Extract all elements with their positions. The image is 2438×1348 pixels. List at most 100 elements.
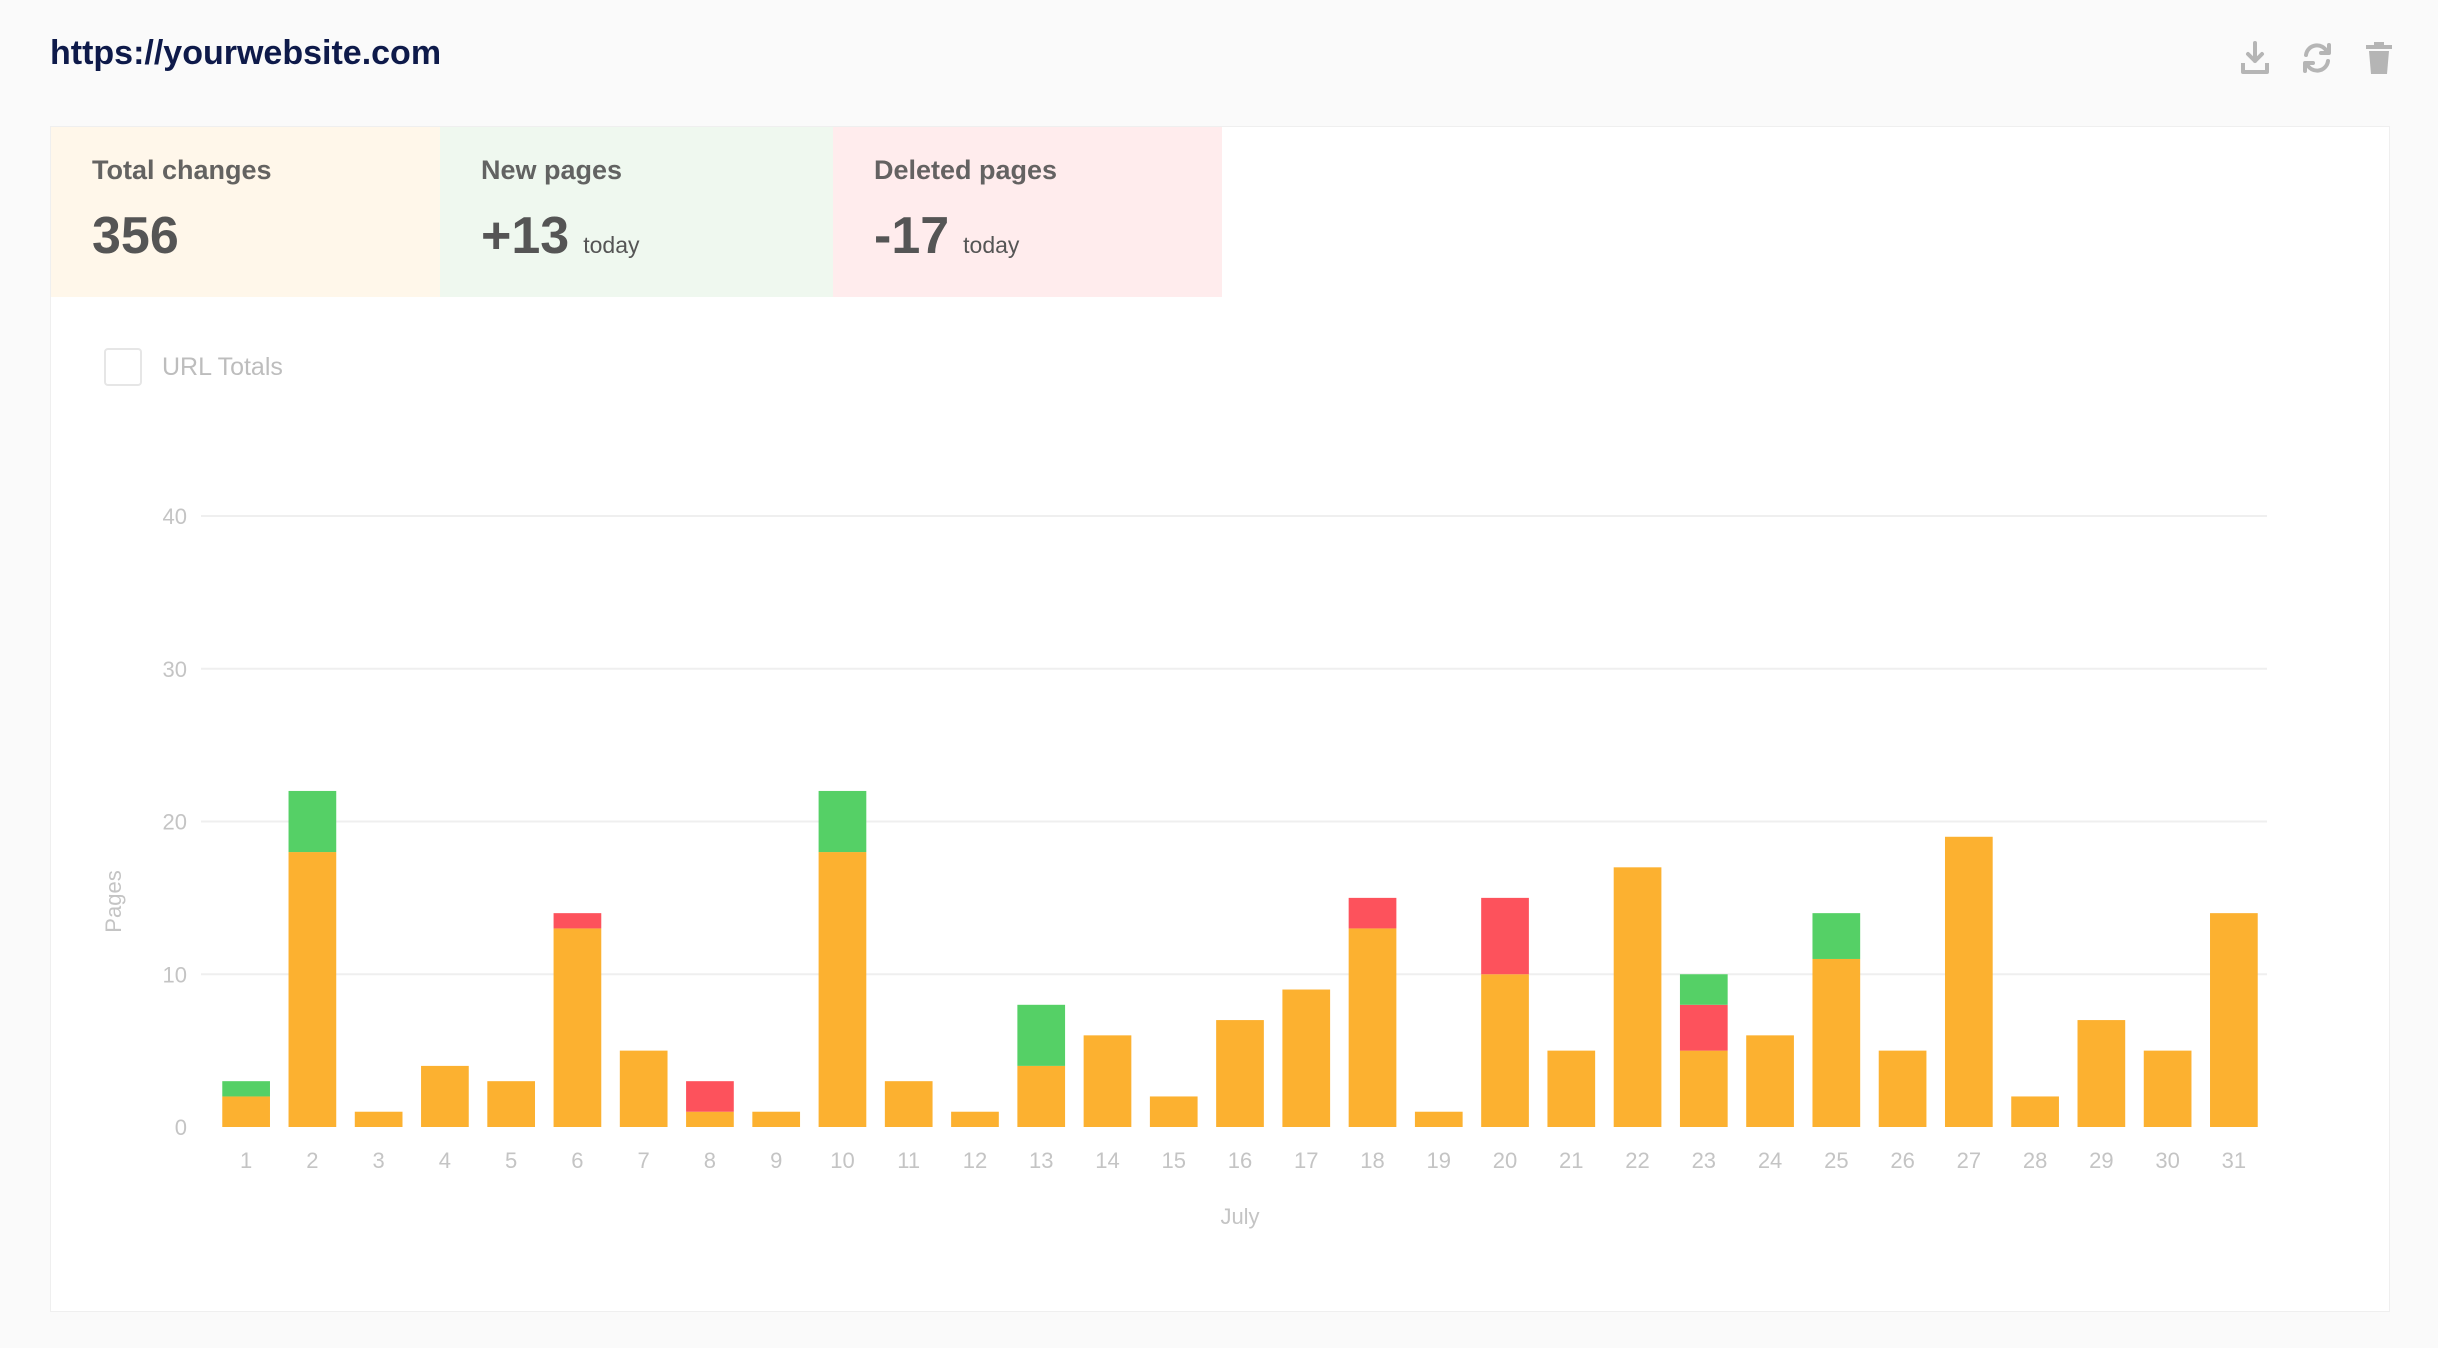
bar-segment-changes [1083,1035,1132,1127]
refresh-button[interactable] [2298,38,2336,78]
bar-segment-changes [2011,1096,2059,1127]
bar-segment-changes [818,852,867,1127]
x-tick-label: 28 [2023,1148,2047,1173]
bar-segment-changes [686,1111,734,1127]
y-axis-title: Pages [101,870,126,932]
y-tick-label: 40 [163,504,187,529]
x-tick-label: 15 [1161,1148,1185,1173]
trash-icon [2366,42,2392,74]
bar-segment-deleted [686,1081,734,1112]
stat-value-row: +13 today [481,206,833,266]
bar-segment-deleted [1481,897,1529,975]
stat-new-pages: New pages +13 today [440,127,833,297]
x-tick-label: 16 [1228,1148,1252,1173]
x-tick-label: 3 [373,1148,385,1173]
x-tick-label: 4 [439,1148,451,1173]
stat-total-changes: Total changes 356 [51,127,440,297]
bar-segment-new [1679,974,1728,1005]
site-url: https://yourwebsite.com [50,34,442,72]
y-tick-label: 20 [163,810,187,835]
x-tick-label: 5 [505,1148,517,1173]
x-tick-label: 18 [1360,1148,1384,1173]
bar-segment-changes [1282,989,1331,1127]
bar-segment-changes [1414,1111,1463,1127]
stat-title: Deleted pages [874,155,1058,185]
bar-segment-changes [1613,867,1662,1127]
bar-segment-deleted [1348,897,1397,929]
x-tick-label: 31 [2222,1148,2246,1173]
stats-row: Total changes 356 New pages +13 today De… [51,127,1222,297]
bar-segment-changes [2143,1050,2192,1127]
bar-segment-new [288,790,337,853]
bar-segment-new [818,790,867,853]
x-tick-label: 14 [1095,1148,1119,1173]
x-tick-label: 22 [1625,1148,1649,1173]
x-axis-title: July [1220,1204,1259,1229]
delete-button[interactable] [2360,38,2398,78]
legend-label: URL Totals [162,352,283,381]
bar-segment-changes [752,1111,801,1127]
download-button[interactable] [2236,38,2274,78]
stat-value-row: 356 [92,206,440,266]
x-tick-label: 10 [830,1148,854,1173]
download-icon [2241,41,2269,74]
x-tick-label: 8 [704,1148,716,1173]
bar-segment-changes [1679,1050,1728,1127]
toolbar [2236,38,2398,78]
bar-segment-changes [421,1065,469,1127]
stat-value-row: -17 today [874,206,1222,266]
bar-segment-new [222,1081,270,1097]
stat-value: -17 [874,207,950,265]
bar-segment-changes [288,852,337,1127]
stat-value: 356 [92,207,179,265]
stat-unit: today [963,232,1020,258]
bar-segment-changes [222,1096,270,1127]
bar-segment-deleted [1679,1004,1728,1051]
x-tick-label: 19 [1427,1148,1451,1173]
x-tick-label: 27 [1957,1148,1981,1173]
stat-deleted-pages: Deleted pages -17 today [833,127,1222,297]
bar-segment-changes [354,1111,403,1127]
bar-segment-changes [2210,913,2258,1127]
x-tick-label: 24 [1758,1148,1782,1173]
bar-segment-new [1812,913,1861,959]
x-tick-label: 1 [240,1148,252,1173]
bar-segment-changes [1216,1020,1264,1127]
bar-segment-changes [619,1050,668,1127]
x-tick-label: 17 [1294,1148,1318,1173]
bar-segment-changes [1017,1065,1066,1127]
bar-segment-changes [1944,836,1993,1127]
legend-url-totals[interactable]: URL Totals [104,348,283,386]
y-tick-label: 30 [163,657,187,682]
bar-segment-deleted [553,913,602,929]
y-tick-label: 0 [175,1115,187,1140]
bar-segment-changes [1746,1035,1794,1127]
x-tick-label: 12 [963,1148,987,1173]
x-tick-label: 11 [897,1148,920,1173]
x-tick-label: 2 [306,1148,318,1173]
bar-segment-changes [884,1081,933,1127]
url-totals-checkbox[interactable] [104,348,142,386]
x-tick-label: 9 [770,1148,782,1173]
x-tick-label: 6 [571,1148,583,1173]
stat-title: New pages [481,155,623,185]
x-tick-label: 29 [2089,1148,2113,1173]
x-tick-label: 20 [1493,1148,1517,1173]
bar-segment-changes [951,1111,999,1127]
refresh-icon [2303,43,2331,73]
bar-segment-changes [2077,1020,2126,1127]
bar-segment-changes [487,1081,536,1127]
bar-segment-changes [1812,958,1861,1127]
x-tick-label: 7 [638,1148,650,1173]
x-tick-label: 23 [1692,1148,1716,1173]
bar-segment-changes [1149,1096,1198,1127]
y-tick-label: 10 [163,962,187,987]
stat-value: +13 [481,207,570,265]
x-tick-label: 26 [1890,1148,1914,1173]
bar-segment-changes [1878,1050,1927,1127]
bar-segment-new [1017,1004,1066,1066]
x-tick-label: 25 [1824,1148,1848,1173]
bar-segment-changes [1481,974,1529,1127]
bar-segment-changes [1348,928,1397,1127]
